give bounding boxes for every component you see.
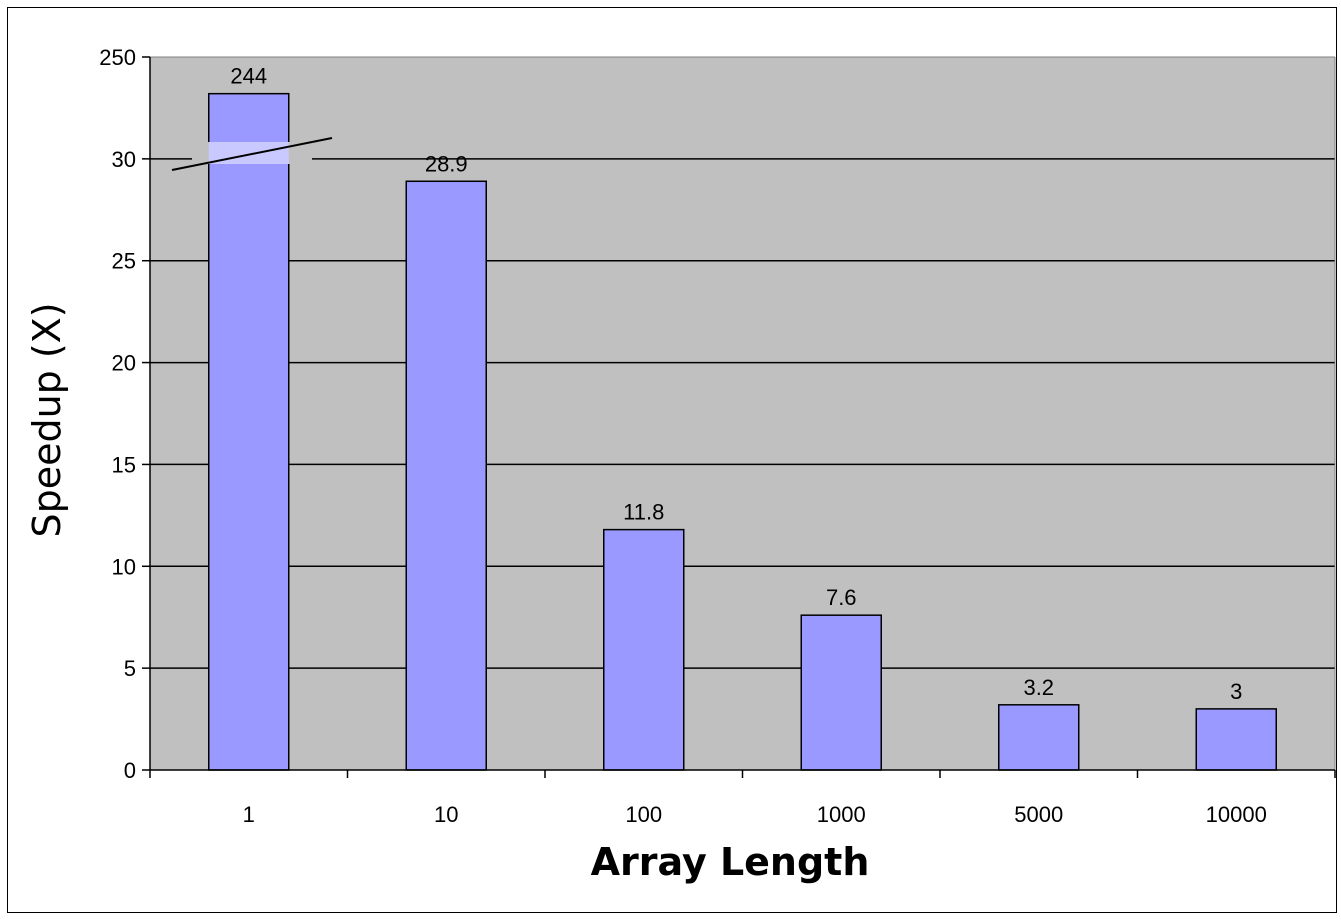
data-label: 3: [1230, 679, 1242, 704]
data-label: 3.2: [1023, 675, 1054, 700]
y-tick-label: 250: [99, 45, 136, 70]
x-tick-label: 100: [625, 802, 662, 827]
data-label: 7.6: [826, 585, 857, 610]
y-tick-label: 15: [112, 452, 136, 477]
y-tick-label: 25: [112, 249, 136, 274]
data-label: 11.8: [623, 500, 664, 525]
x-tick-label: 5000: [1014, 802, 1063, 827]
gridlines: [150, 56, 1336, 770]
y-tick-label: 10: [112, 554, 136, 579]
axis-break-marker: [171, 137, 333, 171]
y-tick-label: 5: [124, 656, 136, 681]
data-label: 244: [230, 64, 267, 89]
x-tick-label: 10000: [1206, 802, 1267, 827]
bar: [603, 528, 685, 771]
data-label: 28.9: [425, 151, 468, 176]
bar: [800, 614, 882, 771]
x-tick-label: 10: [434, 802, 458, 827]
bar: [208, 92, 290, 771]
x-tick-label: 1000: [817, 802, 866, 827]
bar: [1195, 708, 1277, 771]
y-tick-label: 30: [112, 147, 136, 172]
bars: [208, 92, 1277, 771]
y-tick-label: 20: [112, 351, 136, 376]
axes: [142, 56, 1336, 778]
bar: [998, 704, 1080, 771]
y-tick-label: 0: [124, 758, 136, 783]
y-axis-title: Speedup (X): [25, 302, 69, 538]
x-tick-label: 1: [243, 802, 255, 827]
plot-area: [150, 57, 1335, 770]
x-axis-title: Array Length: [590, 840, 870, 884]
bar: [405, 180, 487, 771]
